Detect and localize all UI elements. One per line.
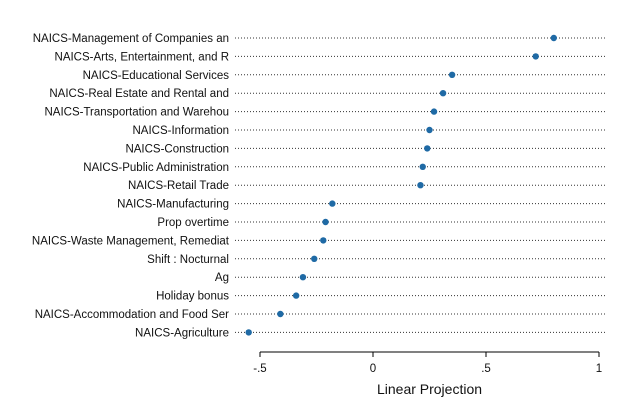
data-point [426, 126, 433, 134]
category-label: Ag [215, 272, 229, 284]
category-label: Holiday bonus [156, 291, 229, 303]
category-label: NAICS-Agriculture [135, 327, 229, 339]
category-label: NAICS-Retail Trade [128, 180, 229, 192]
category-label: NAICS-Public Administration [83, 162, 229, 174]
data-point [417, 182, 424, 189]
category-labels: NAICS-Management of Companies an NAICS-Ar… [32, 33, 230, 339]
data-point [550, 34, 557, 42]
data-point [311, 255, 318, 262]
data-point [448, 71, 456, 79]
data-point [419, 163, 426, 170]
x-tick-label: -.5 [253, 363, 266, 375]
data-point [329, 200, 336, 207]
category-label: NAICS-Real Estate and Rental and [49, 88, 229, 100]
data-point [245, 329, 252, 336]
category-label: NAICS-Accommodation and Food Ser [35, 309, 229, 321]
category-label: Prop overtime [157, 217, 229, 229]
x-tick-label: .5 [481, 363, 491, 375]
category-label: NAICS-Waste Management, Remediat [32, 235, 230, 247]
data-point [430, 108, 438, 115]
data-point [439, 90, 447, 97]
data-point [532, 53, 539, 60]
data-point [322, 218, 329, 226]
category-label: NAICS-Management of Companies an [33, 33, 229, 45]
category-label: NAICS-Arts, Entertainment, and R [55, 51, 229, 63]
category-label: NAICS-Construction [125, 143, 229, 155]
x-axis: -.5 0 .5 1 [253, 351, 602, 375]
data-points [245, 34, 557, 336]
data-point [292, 292, 300, 299]
category-label: NAICS-Transportation and Warehou [44, 107, 229, 119]
category-label: NAICS-Manufacturing [117, 199, 229, 211]
x-ticks: -.5 0 .5 1 [253, 352, 602, 375]
data-point [299, 274, 307, 281]
category-label: NAICS-Information [132, 125, 229, 137]
category-label: NAICS-Educational Services [83, 70, 230, 82]
category-label: Shift : Nocturnal [147, 254, 229, 266]
x-tick-label: 1 [596, 363, 602, 375]
data-point [424, 145, 431, 152]
data-point [320, 237, 327, 244]
x-axis-title: Linear Projection [377, 381, 482, 397]
data-point [277, 310, 284, 318]
x-tick-label: 0 [370, 363, 376, 375]
